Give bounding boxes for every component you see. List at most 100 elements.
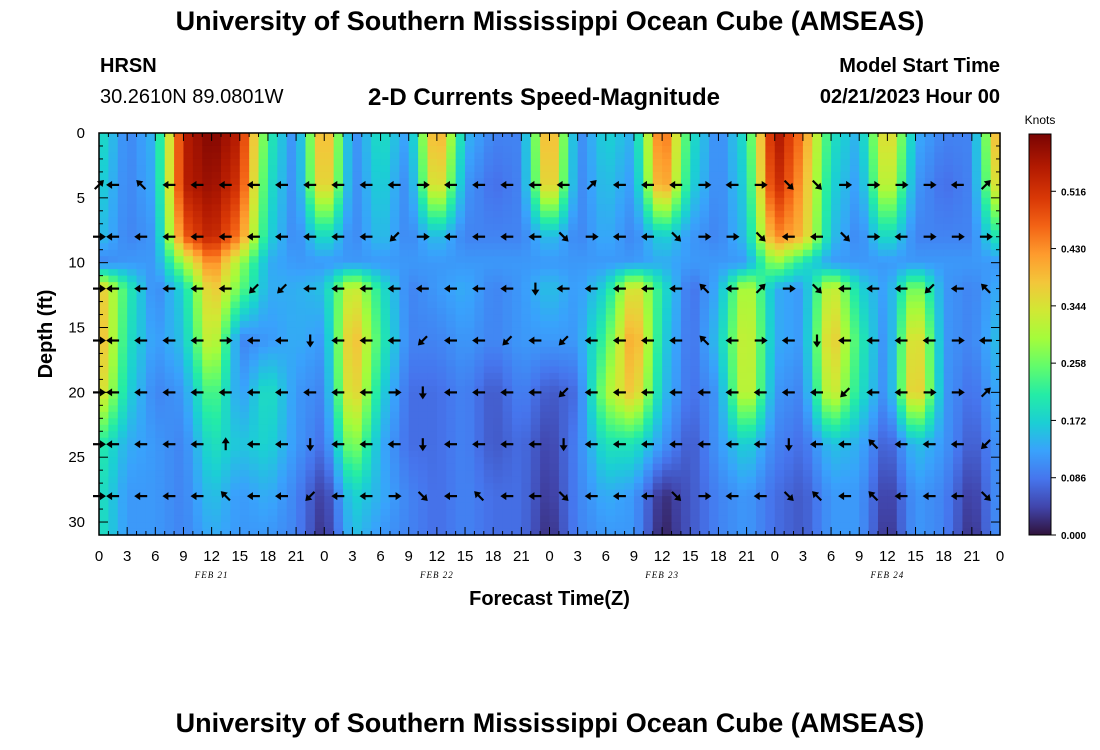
heatmap-cell bbox=[380, 262, 391, 270]
heatmap-cell bbox=[408, 210, 419, 218]
heatmap-cell bbox=[389, 269, 400, 277]
heatmap-cell bbox=[859, 431, 870, 439]
heatmap-cell bbox=[953, 385, 964, 393]
heatmap-cell bbox=[662, 308, 673, 316]
heatmap-cell bbox=[924, 457, 935, 465]
heatmap-cell bbox=[990, 152, 1001, 160]
heatmap-cell bbox=[230, 133, 241, 141]
heatmap-cell bbox=[371, 282, 382, 290]
heatmap-cell bbox=[549, 379, 560, 387]
heatmap-cell bbox=[718, 197, 729, 205]
heatmap-cell bbox=[746, 204, 757, 212]
heatmap-cell bbox=[380, 424, 391, 432]
heatmap-cell bbox=[511, 236, 522, 244]
heatmap-cell bbox=[352, 353, 363, 361]
heatmap-cell bbox=[277, 301, 288, 309]
heatmap-cell bbox=[399, 437, 410, 445]
heatmap-cell bbox=[502, 366, 513, 374]
heatmap-cell bbox=[352, 346, 363, 355]
heatmap-cell bbox=[849, 197, 860, 205]
heatmap-cell bbox=[662, 204, 673, 212]
heatmap-cell bbox=[286, 379, 297, 387]
heatmap-cell bbox=[662, 340, 673, 348]
heatmap-cell bbox=[859, 379, 870, 387]
heatmap-cell bbox=[427, 178, 438, 186]
heatmap-cell bbox=[924, 230, 935, 238]
heatmap-cell bbox=[812, 321, 823, 329]
heatmap-cell bbox=[887, 171, 898, 179]
heatmap-cell bbox=[755, 424, 766, 432]
heatmap-cell bbox=[183, 353, 194, 361]
heatmap-cell bbox=[652, 431, 663, 439]
heatmap-cell bbox=[174, 444, 185, 452]
heatmap-cell bbox=[877, 450, 888, 458]
heatmap-cell bbox=[324, 411, 335, 419]
heatmap-cell bbox=[596, 171, 607, 179]
heatmap-cell bbox=[831, 288, 842, 296]
heatmap-cell bbox=[915, 288, 926, 296]
heatmap-cell bbox=[812, 256, 823, 264]
heatmap-cell bbox=[934, 450, 945, 458]
heatmap-cell bbox=[962, 411, 973, 419]
heatmap-cell bbox=[446, 249, 457, 257]
heatmap-cell bbox=[493, 411, 504, 419]
heatmap-cell bbox=[371, 262, 382, 270]
heatmap-cell bbox=[343, 210, 354, 218]
heatmap-cell bbox=[446, 327, 457, 335]
heatmap-cell bbox=[577, 197, 588, 205]
heatmap-cell bbox=[455, 282, 466, 290]
heatmap-cell bbox=[709, 463, 720, 471]
heatmap-cell bbox=[211, 411, 222, 419]
heatmap-cell bbox=[633, 165, 644, 173]
heatmap-cell bbox=[389, 424, 400, 432]
heatmap-cell bbox=[821, 392, 832, 400]
heatmap-cell bbox=[605, 210, 616, 218]
heatmap-cell bbox=[624, 165, 635, 173]
heatmap-cell bbox=[361, 308, 372, 316]
heatmap-cell bbox=[877, 431, 888, 439]
heatmap-cell bbox=[286, 204, 297, 212]
heatmap-cell bbox=[587, 230, 598, 238]
heatmap-cell bbox=[540, 171, 551, 179]
heatmap-cell bbox=[493, 346, 504, 355]
heatmap-cell bbox=[258, 133, 269, 141]
heatmap-cell bbox=[953, 236, 964, 244]
heatmap-cell bbox=[436, 340, 447, 348]
heatmap-cell bbox=[164, 327, 175, 335]
heatmap-cell bbox=[896, 353, 907, 361]
heatmap-cell bbox=[849, 282, 860, 290]
heatmap-cell bbox=[896, 431, 907, 439]
heatmap-cell bbox=[765, 243, 776, 251]
heatmap-cell bbox=[511, 256, 522, 264]
heatmap-cell bbox=[511, 308, 522, 316]
heatmap-cell bbox=[718, 282, 729, 290]
heatmap-cell bbox=[286, 346, 297, 355]
heatmap-cell bbox=[343, 437, 354, 445]
heatmap-cell bbox=[887, 262, 898, 270]
heatmap-cell bbox=[418, 152, 429, 160]
heatmap-cell bbox=[267, 463, 278, 471]
heatmap-cell bbox=[709, 197, 720, 205]
heatmap-cell bbox=[361, 210, 372, 218]
heatmap-cell bbox=[324, 210, 335, 218]
heatmap-cell bbox=[718, 236, 729, 244]
heatmap-cell bbox=[145, 359, 156, 368]
heatmap-cell bbox=[859, 171, 870, 179]
heatmap-cell bbox=[136, 359, 147, 368]
heatmap-cell bbox=[699, 249, 710, 257]
heatmap-cell bbox=[239, 249, 250, 257]
heatmap-cell bbox=[446, 463, 457, 471]
heatmap-cell bbox=[802, 301, 813, 309]
heatmap-cell bbox=[277, 340, 288, 348]
heatmap-cell bbox=[549, 204, 560, 212]
heatmap-cell bbox=[662, 321, 673, 329]
heatmap-cell bbox=[352, 223, 363, 231]
heatmap-cell bbox=[371, 184, 382, 192]
heatmap-cell bbox=[727, 359, 738, 368]
heatmap-cell bbox=[671, 133, 682, 141]
heatmap-cell bbox=[502, 133, 513, 141]
heatmap-cell bbox=[418, 236, 429, 244]
heatmap-cell bbox=[587, 398, 598, 406]
heatmap-cell bbox=[633, 308, 644, 316]
heatmap-cell bbox=[906, 269, 917, 277]
